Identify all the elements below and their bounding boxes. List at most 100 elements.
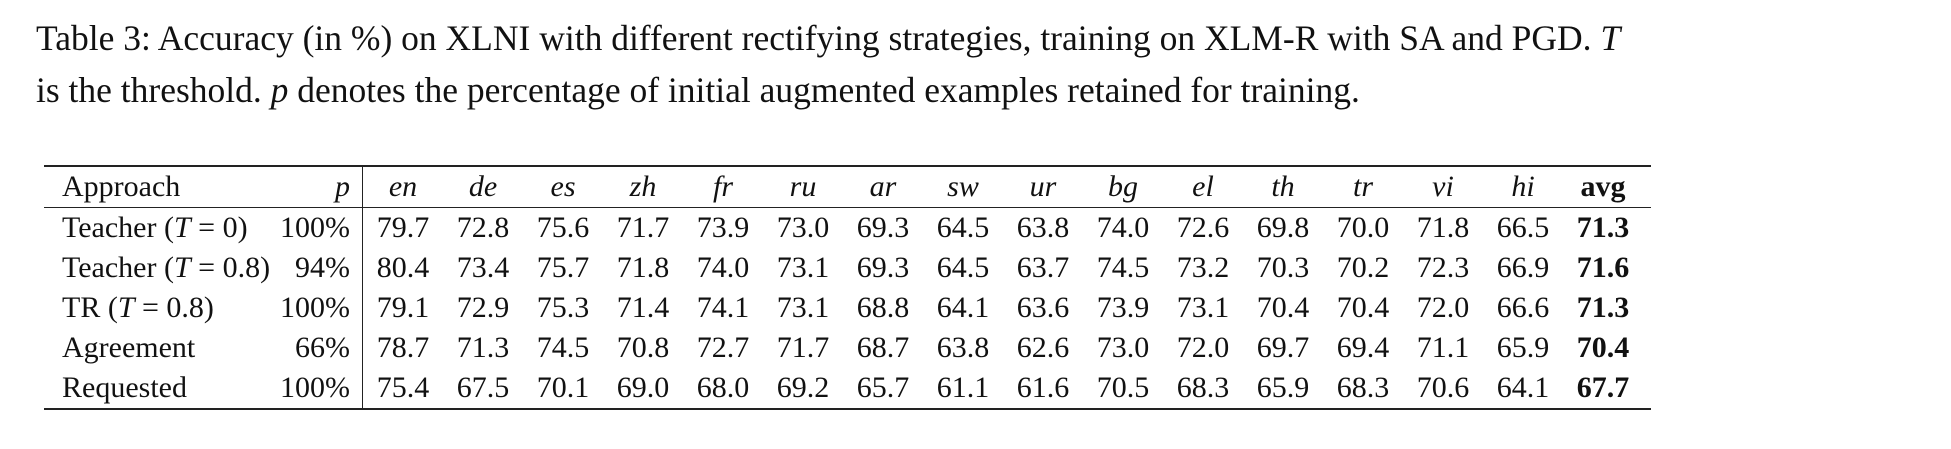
cell-th: 70.3 <box>1256 251 1310 284</box>
cell-en: 75.4 <box>376 371 430 404</box>
cell-hi: 66.9 <box>1496 251 1550 284</box>
cell-tr: 68.3 <box>1336 371 1390 404</box>
cell-ar: 68.7 <box>856 331 910 364</box>
cell-el: 73.2 <box>1176 251 1230 284</box>
cell-fr: 74.0 <box>696 251 750 284</box>
cell-hi: 66.5 <box>1496 211 1550 244</box>
cell-tr: 70.0 <box>1336 211 1390 244</box>
cell-vi: 71.8 <box>1416 211 1470 244</box>
cell-es: 70.1 <box>536 371 590 404</box>
table-row: Teacher (T = 0) 100% 79.7 72.8 75.6 71.7 73.9 7… <box>44 207 1651 249</box>
row-approach: TR (T = 0.8) <box>44 288 280 328</box>
cell-es: 75.7 <box>536 251 590 284</box>
cell-avg: 71.3 <box>1576 291 1630 324</box>
cell-bg: 70.5 <box>1096 371 1150 404</box>
cell-tr: 70.2 <box>1336 251 1390 284</box>
cell-vi: 72.0 <box>1416 291 1470 324</box>
row-p: 94% <box>280 248 363 288</box>
header-lang-es: es <box>550 170 576 203</box>
cell-ur: 61.6 <box>1016 371 1070 404</box>
row-approach: Teacher (T = 0.8) <box>44 248 280 288</box>
cell-es: 75.3 <box>536 291 590 324</box>
cell-en: 79.1 <box>376 291 430 324</box>
caption-threshold-symbol: T <box>1600 18 1621 58</box>
cell-vi: 70.6 <box>1416 371 1470 404</box>
header-p: p <box>280 166 363 208</box>
cell-de: 72.8 <box>456 211 510 244</box>
cell-sw: 64.1 <box>936 291 990 324</box>
header-lang-el: el <box>1192 170 1214 203</box>
caption-text: denotes the percentage of initial augmen… <box>288 70 1360 110</box>
cell-hi: 64.1 <box>1496 371 1550 404</box>
header-lang-vi: vi <box>1432 170 1454 203</box>
cell-ru: 71.7 <box>776 331 830 364</box>
cell-en: 80.4 <box>376 251 430 284</box>
cell-el: 73.1 <box>1176 291 1230 324</box>
cell-fr: 73.9 <box>696 211 750 244</box>
row-p: 66% <box>280 328 363 368</box>
cell-th: 69.7 <box>1256 331 1310 364</box>
table-row: Agreement 66% 78.7 71.3 74.5 70.8 72.7 71.7 68.7… <box>44 328 1651 368</box>
cell-tr: 70.4 <box>1336 291 1390 324</box>
cell-ur: 63.8 <box>1016 211 1070 244</box>
caption-text: Table 3: Accuracy (in %) on XLNI with di… <box>36 18 1601 58</box>
row-approach: Teacher (T = 0) <box>44 208 280 249</box>
header-lang-th: th <box>1271 170 1295 203</box>
cell-el: 72.0 <box>1176 331 1230 364</box>
row-p: 100% <box>280 368 363 409</box>
cell-sw: 61.1 <box>936 371 990 404</box>
approach-threshold-symbol: T <box>117 291 135 324</box>
approach-name: Teacher ( <box>62 251 174 284</box>
cell-tr: 69.4 <box>1336 331 1390 364</box>
cell-en: 78.7 <box>376 331 430 364</box>
cell-ar: 69.3 <box>856 211 910 244</box>
row-p: 100% <box>280 288 363 328</box>
cell-zh: 69.0 <box>616 371 670 404</box>
approach-threshold-value: = 0.8) <box>134 291 214 324</box>
approach-threshold-symbol: T <box>173 211 191 244</box>
row-approach: Agreement <box>44 328 280 368</box>
cell-ur: 63.7 <box>1016 251 1070 284</box>
results-table: Approach p en de es zh fr ru ar sw ur bg el th tr vi h… <box>44 165 1651 410</box>
cell-fr: 68.0 <box>696 371 750 404</box>
cell-sw: 64.5 <box>936 251 990 284</box>
cell-avg: 71.6 <box>1576 251 1630 284</box>
cell-ur: 62.6 <box>1016 331 1070 364</box>
cell-zh: 71.4 <box>616 291 670 324</box>
cell-ar: 65.7 <box>856 371 910 404</box>
caption-line-1: Table 3: Accuracy (in %) on XLNI with di… <box>36 12 1926 64</box>
approach-name: Agreement <box>62 331 196 364</box>
header-lang-bg: bg <box>1108 170 1138 203</box>
header-lang-ar: ar <box>869 170 897 203</box>
cell-avg: 70.4 <box>1576 331 1630 364</box>
cell-hi: 65.9 <box>1496 331 1550 364</box>
cell-ar: 69.3 <box>856 251 910 284</box>
approach-name: Requested <box>62 371 187 404</box>
cell-de: 72.9 <box>456 291 510 324</box>
cell-vi: 71.1 <box>1416 331 1470 364</box>
cell-el: 68.3 <box>1176 371 1230 404</box>
row-p: 100% <box>280 207 363 248</box>
header-lang-sw: sw <box>947 170 979 203</box>
header-lang-en: en <box>388 170 418 203</box>
approach-name: Teacher ( <box>62 211 174 244</box>
cell-ru: 73.0 <box>776 211 830 244</box>
approach-name: TR ( <box>62 291 118 324</box>
cell-th: 70.4 <box>1256 291 1310 324</box>
cell-th: 69.8 <box>1256 211 1310 244</box>
header-lang-ru: ru <box>789 170 817 203</box>
cell-hi: 66.6 <box>1496 291 1550 324</box>
cell-bg: 74.0 <box>1096 211 1150 244</box>
header-lang-ur: ur <box>1029 170 1057 203</box>
cell-ru: 69.2 <box>776 371 830 404</box>
results-table-container: Approach p en de es zh fr ru ar sw ur bg el th tr vi h… <box>44 165 1651 410</box>
cell-avg: 67.7 <box>1576 371 1630 404</box>
header-avg: avg <box>1580 170 1626 203</box>
cell-zh: 71.7 <box>616 211 670 244</box>
cell-de: 73.4 <box>456 251 510 284</box>
cell-bg: 74.5 <box>1096 251 1150 284</box>
approach-threshold-value: = 0.8) <box>190 251 271 284</box>
cell-fr: 74.1 <box>696 291 750 324</box>
approach-threshold-value: = 0) <box>190 211 248 244</box>
cell-de: 67.5 <box>456 371 510 404</box>
